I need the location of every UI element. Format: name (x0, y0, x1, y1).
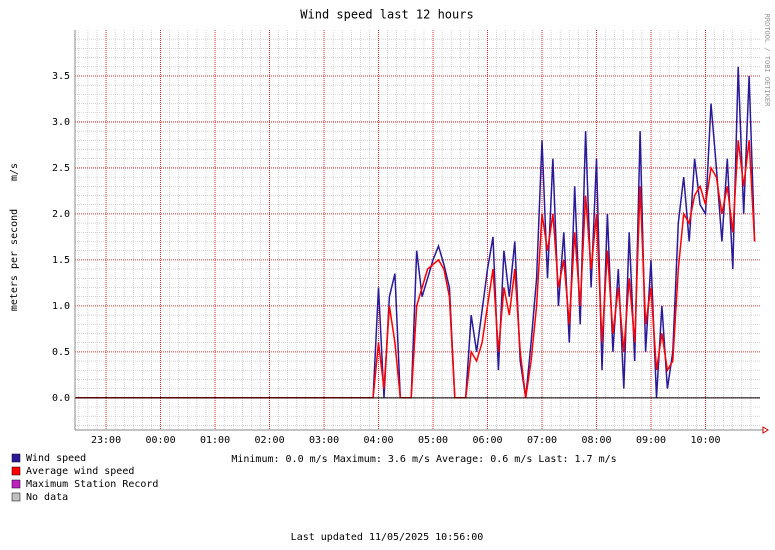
y-tick-label: 0.5 (52, 347, 70, 358)
x-tick-label: 02:00 (254, 435, 284, 446)
legend-swatch (11, 466, 21, 476)
y-tick-label: 2.0 (52, 209, 70, 220)
legend-label: No data (26, 492, 68, 503)
y-tick-label: 0.0 (52, 393, 70, 404)
x-tick-label: 08:00 (581, 435, 611, 446)
y-tick-label: 1.0 (52, 301, 70, 312)
y-tick-label: 2.5 (52, 163, 70, 174)
x-tick-label: 00:00 (146, 435, 176, 446)
x-tick-label: 07:00 (527, 435, 557, 446)
y-axis-unit: m/s (9, 163, 20, 181)
legend-label: Maximum Station Record (26, 479, 158, 490)
footer: Last updated 11/05/2025 10:56:00 (291, 532, 484, 543)
x-tick-label: 01:00 (200, 435, 230, 446)
chart-title: Wind speed last 12 hours (300, 8, 473, 22)
legend-swatch (11, 492, 21, 502)
x-tick-label: 03:00 (309, 435, 339, 446)
x-tick-label: 04:00 (363, 435, 393, 446)
stats: Minimum: 0.0 m/s Maximum: 3.6 m/s Averag… (231, 454, 616, 465)
y-tick-label: 1.5 (52, 255, 70, 266)
watermark: RRDTOOL / TOBI OETIKER (763, 14, 771, 108)
legend-swatch (11, 453, 21, 463)
legend-swatch (11, 479, 21, 489)
x-tick-label: 09:00 (636, 435, 666, 446)
axis-arrow (762, 426, 769, 434)
legend-label: Wind speed (26, 453, 86, 464)
y-tick-label: 3.5 (52, 71, 70, 82)
y-tick-label: 3.0 (52, 117, 70, 128)
legend-label: Average wind speed (26, 466, 134, 477)
y-axis-label: meters per second (9, 209, 20, 311)
x-tick-label: 06:00 (472, 435, 502, 446)
series-line (75, 66, 756, 399)
x-tick-label: 05:00 (418, 435, 448, 446)
series-line (75, 140, 756, 399)
x-tick-label: 10:00 (690, 435, 720, 446)
x-tick-label: 23:00 (91, 435, 121, 446)
